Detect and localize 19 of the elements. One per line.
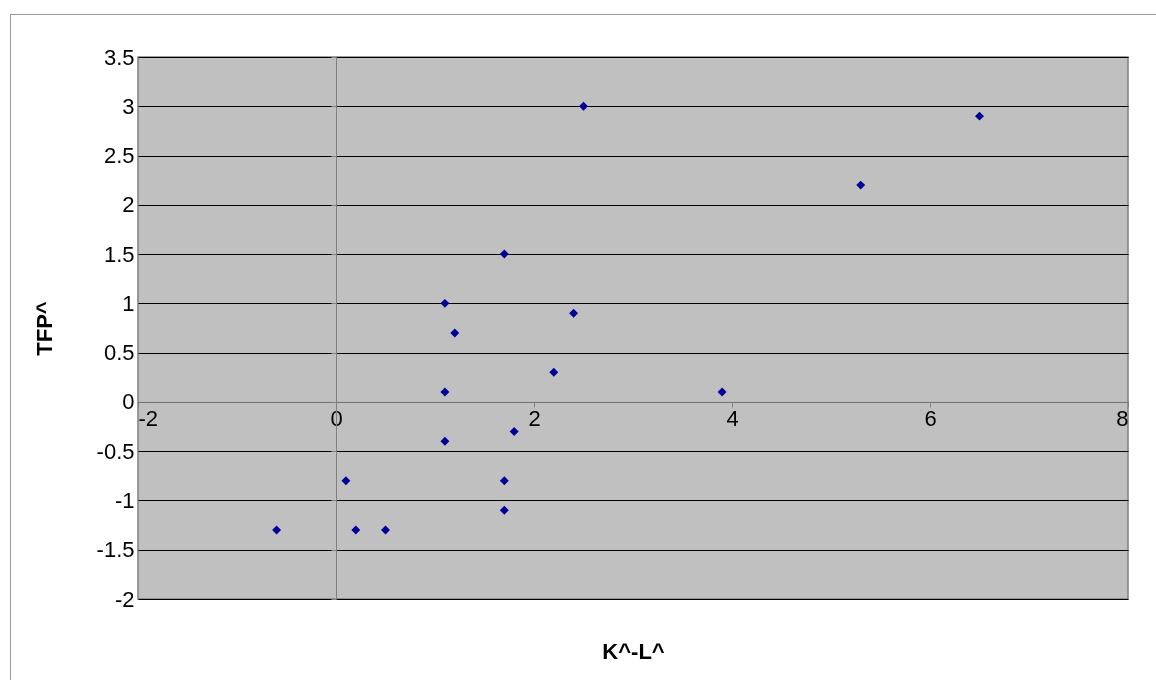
y-tick-label: 1.5 [103,241,135,267]
x-tick-label: 2 [528,406,541,432]
x-tick-label: 4 [726,406,739,432]
y-axis-title: TFP^ [31,301,57,356]
y-tick-label: -1.5 [96,537,135,563]
y-tick-label: 3.5 [103,44,135,70]
x-tick-label: 8 [1116,406,1129,432]
y-tick-label: -2 [114,586,135,612]
y-tick-label: 1 [122,290,135,316]
x-axis-title: K^-L^ [602,638,665,664]
x-tick-label: 6 [924,406,937,432]
y-tick-label: 3 [122,93,135,119]
x-tick-label: -2 [138,406,159,432]
y-tick-label: 2.5 [103,143,135,169]
y-tick-label: -1 [114,487,135,513]
y-tick-label: 2 [122,192,135,218]
y-tick-label: 0.5 [103,340,135,366]
y-tick-label: 0 [122,389,135,415]
y-tick-label: -0.5 [96,438,135,464]
